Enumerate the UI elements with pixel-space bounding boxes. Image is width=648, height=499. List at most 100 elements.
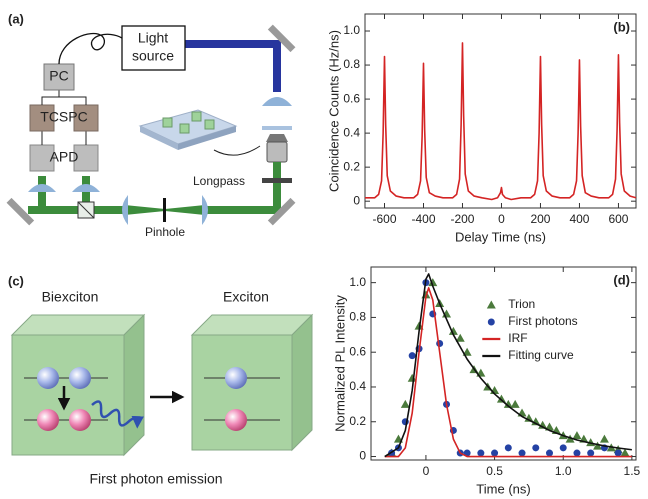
- chart: 0 0.2 0.4 0.6 0.8 1.0 0 0.5 1.0 1.5 Time (ns) Norma…: [332, 266, 641, 496]
- y-tick-label: 1.0: [343, 23, 360, 37]
- data-point: [491, 449, 499, 457]
- exciton-label: Exciton: [223, 289, 269, 305]
- data-line: [384, 273, 632, 458]
- beam-splitter-diagonal: [77, 201, 95, 219]
- data-point: [559, 444, 567, 452]
- objective-body: [266, 141, 288, 163]
- x-tick-label: -600: [372, 212, 396, 226]
- pc-label: PC: [49, 68, 68, 84]
- dichroic: [262, 126, 292, 130]
- nanocrystal: [162, 117, 173, 128]
- x-tick-label: 0.5: [486, 464, 503, 478]
- data-point: [477, 449, 485, 457]
- x-tick-label: -200: [450, 212, 474, 226]
- data-point: [436, 340, 444, 348]
- data-point: [407, 373, 417, 382]
- data-point: [428, 278, 438, 287]
- tcspc-label: TCSPC: [40, 109, 87, 125]
- lens: [72, 184, 100, 192]
- data-point: [400, 399, 410, 408]
- data-point: [614, 449, 622, 457]
- y-tick-label: 0.2: [343, 159, 360, 173]
- x-tick-label: 1.0: [555, 464, 572, 478]
- cube-top: [190, 314, 314, 336]
- x-tick-label: -400: [411, 212, 435, 226]
- data-point: [620, 448, 630, 457]
- x-axis-label: Delay Time (ns): [455, 229, 546, 244]
- focus-beam: [165, 205, 205, 215]
- lens: [202, 195, 208, 225]
- legend-label: Fitting curve: [508, 348, 574, 362]
- longpass-label: Longpass: [193, 174, 245, 188]
- y-tick-label: 0.6: [343, 91, 360, 105]
- data-point: [573, 449, 581, 457]
- panel-label: (c): [8, 273, 24, 288]
- chart: 0 0.2 0.4 0.6 0.8 1.0 -600 -400 -200 0 200 400 600 De…: [326, 13, 637, 244]
- data-point: [531, 417, 541, 426]
- pointer: [213, 145, 261, 156]
- data-point: [538, 420, 548, 429]
- y-tick-label: 0: [359, 449, 366, 463]
- apd-label: APD: [50, 149, 79, 165]
- data-point: [532, 444, 540, 452]
- nanocrystal: [204, 119, 215, 130]
- y-axis-label: Coincidence Counts (Hz/ns): [326, 30, 341, 192]
- data-point: [593, 441, 603, 450]
- x-tick-label: 1.5: [624, 464, 641, 478]
- data-point: [587, 449, 595, 457]
- legend: Trion First photons IRF Fitting curve: [482, 297, 578, 362]
- cube-side: [291, 313, 313, 452]
- panel-c: (c) Biexciton Exciton First photon emiss…: [8, 273, 314, 487]
- y-tick-label: 0.6: [349, 344, 366, 358]
- cube-top: [10, 314, 146, 336]
- y-tick-label: 0: [353, 193, 360, 207]
- legend-label: First photons: [508, 314, 577, 328]
- cube-front: [191, 334, 293, 451]
- longpass-filter: [262, 178, 292, 183]
- light-source-label: Light: [138, 30, 168, 46]
- legend-label: IRF: [508, 331, 527, 345]
- electron: [225, 367, 247, 389]
- nanocrystal: [191, 111, 202, 122]
- panel-a: (a) Longpass Pinhole APD TCSPC: [6, 11, 296, 239]
- data-line: [384, 287, 632, 458]
- light-source-label: source: [132, 48, 174, 64]
- plot-frame: [364, 13, 637, 209]
- y-tick-label: 0.4: [343, 125, 360, 139]
- data-point: [524, 413, 534, 422]
- biexciton-label: Biexciton: [42, 289, 99, 305]
- data-point: [510, 399, 520, 408]
- legend-label: Trion: [508, 297, 535, 311]
- x-tick-label: 400: [569, 212, 589, 226]
- nanocrystal: [179, 123, 190, 134]
- x-tick-label: 0: [423, 464, 430, 478]
- tcspc-box: [29, 104, 55, 132]
- data-point: [408, 352, 416, 360]
- light-source-box: [121, 25, 186, 71]
- focus-beam: [125, 205, 165, 215]
- cube-front: [11, 334, 125, 456]
- apd-box: [73, 144, 99, 172]
- panel-label: (d): [613, 272, 630, 287]
- data-point: [486, 300, 496, 309]
- plot-frame: [370, 266, 637, 461]
- mirror: [267, 24, 296, 53]
- electron: [37, 367, 59, 389]
- sample-side: [178, 126, 236, 150]
- electron: [69, 367, 91, 389]
- data-point: [572, 431, 582, 440]
- objective: [266, 134, 288, 142]
- hole: [37, 409, 59, 431]
- y-tick-label: 0.8: [343, 57, 360, 71]
- data-point: [545, 449, 553, 457]
- blue-beam: [185, 40, 281, 92]
- pinhole: [163, 198, 166, 222]
- fiber: [58, 32, 123, 65]
- pinhole-label: Pinhole: [145, 225, 185, 239]
- data-point: [496, 394, 506, 403]
- hole: [225, 409, 247, 431]
- data-point: [455, 333, 465, 342]
- x-axis-label: Time (ns): [476, 481, 530, 496]
- photon: [91, 400, 144, 429]
